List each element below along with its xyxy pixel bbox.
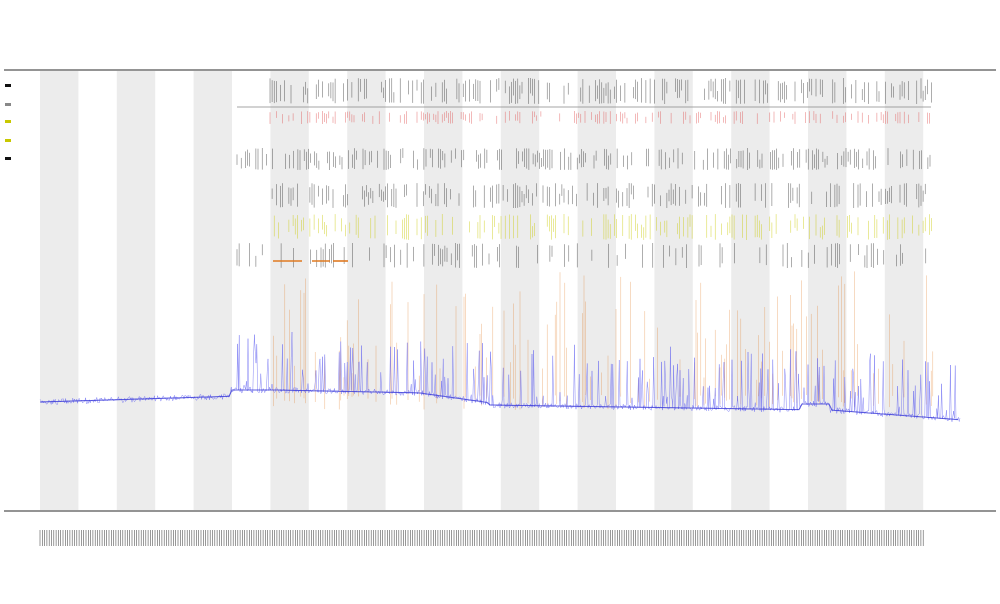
legend — [5, 84, 11, 160]
day-band — [808, 71, 847, 510]
day-band — [347, 71, 386, 510]
day-band — [193, 71, 232, 510]
orange-event-spikes — [273, 271, 934, 410]
legend-swatch — [5, 103, 11, 106]
day-band — [116, 71, 156, 510]
day-band — [884, 71, 924, 510]
signal-trace — [39, 331, 961, 422]
legend-swatch — [5, 120, 11, 123]
day-band — [270, 71, 309, 510]
trace-baseline — [39, 389, 959, 421]
event-rows — [236, 78, 932, 268]
legend-swatch — [5, 84, 11, 87]
day-band — [424, 71, 463, 510]
day-band — [654, 71, 693, 510]
legend-swatch — [5, 139, 11, 142]
legend-swatch — [5, 157, 11, 160]
day-band — [500, 71, 540, 510]
day-band — [577, 71, 616, 510]
day-band — [40, 71, 79, 510]
day-band — [731, 71, 770, 510]
x-tick-labels — [39, 530, 924, 546]
day-bands — [40, 71, 924, 510]
